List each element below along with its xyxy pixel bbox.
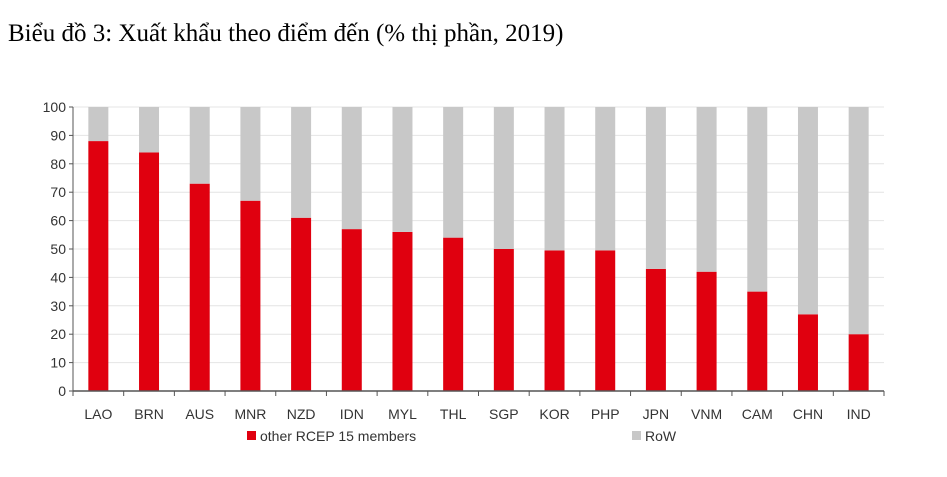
bar-row-jpn <box>645 107 666 269</box>
x-tick-label: LAO <box>84 406 112 422</box>
y-tick-label: 50 <box>50 241 66 257</box>
bar-rcep-ind <box>848 334 869 391</box>
bar-row-chn <box>797 107 818 315</box>
x-tick-label: MNR <box>234 406 266 422</box>
x-tick-label: THL <box>440 406 467 422</box>
y-tick-label: 60 <box>50 213 66 229</box>
y-tick-label: 30 <box>50 298 66 314</box>
y-tick-label: 90 <box>50 127 66 143</box>
bar-rcep-jpn <box>645 268 666 391</box>
bar-row-vnm <box>696 107 717 272</box>
bar-rcep-myl <box>392 231 413 391</box>
x-tick-label: MYL <box>388 406 417 422</box>
x-tick-label: IND <box>847 406 871 422</box>
y-tick-label: 20 <box>50 326 66 342</box>
legend-swatch-row <box>632 431 641 440</box>
bar-row-thl <box>443 107 464 238</box>
bar-row-idn <box>341 107 362 230</box>
chart-title: Biểu đồ 3: Xuất khẩu theo điểm đến (% th… <box>8 20 564 47</box>
x-tick-label: KOR <box>539 406 569 422</box>
bar-rcep-brn <box>139 152 160 391</box>
bar-rcep-php <box>595 250 616 391</box>
x-tick-label: AUS <box>185 406 214 422</box>
bar-rcep-cam <box>747 291 768 391</box>
x-tick-label: CHN <box>793 406 823 422</box>
bar-row-mnr <box>240 107 261 201</box>
legend-label: other RCEP 15 members <box>260 428 416 444</box>
bar-rcep-chn <box>797 314 818 391</box>
bar-rcep-nzd <box>291 217 312 391</box>
bar-rcep-aus <box>189 183 210 391</box>
x-tick-label: IDN <box>340 406 364 422</box>
bar-row-ind <box>848 107 869 335</box>
bar-row-sgp <box>493 107 514 249</box>
bar-row-nzd <box>291 107 312 218</box>
bar-row-brn <box>139 107 160 153</box>
y-tick-label: 100 <box>43 99 67 115</box>
y-tick-label: 0 <box>58 383 66 399</box>
x-tick-label: JPN <box>643 406 669 422</box>
bar-row-myl <box>392 107 413 232</box>
legend-swatch-rcep <box>247 431 256 440</box>
bar-row-lao <box>88 107 109 142</box>
x-tick-label: SGP <box>489 406 519 422</box>
bar-row-cam <box>747 107 768 292</box>
bar-rcep-mnr <box>240 200 261 391</box>
y-tick-label: 10 <box>50 355 66 371</box>
bar-rcep-thl <box>443 237 464 391</box>
bar-rcep-vnm <box>696 271 717 391</box>
bar-row-aus <box>189 107 210 184</box>
y-tick-label: 70 <box>50 184 66 200</box>
bar-rcep-sgp <box>493 249 514 391</box>
legend-label: RoW <box>645 428 677 444</box>
y-tick-label: 80 <box>50 156 66 172</box>
x-tick-label: VNM <box>691 406 722 422</box>
bar-row-php <box>595 107 616 251</box>
bar-rcep-lao <box>88 141 109 391</box>
bar-rcep-idn <box>341 229 362 391</box>
x-tick-label: CAM <box>742 406 773 422</box>
x-tick-label: NZD <box>287 406 316 422</box>
x-tick-label: BRN <box>134 406 164 422</box>
y-tick-label: 40 <box>50 269 66 285</box>
x-tick-label: PHP <box>591 406 620 422</box>
bar-row-kor <box>544 107 565 251</box>
bar-rcep-kor <box>544 250 565 391</box>
